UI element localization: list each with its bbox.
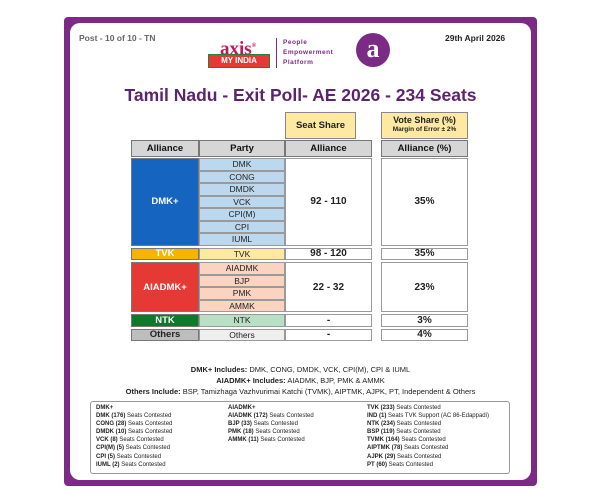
seats-col-others-list: TVK (233) Seats Contested IND (1) Seats T… <box>367 404 489 469</box>
seats-dmk-item: CONG (28) Seats Contested <box>96 421 173 428</box>
party-cell-tvk: TVK <box>199 247 285 260</box>
vote-share-title: Vote Share (%) <box>393 115 456 125</box>
party-cell-dmdk: DMDK <box>199 183 285 196</box>
others-includes: Others Include: BSP, Tamizhaga Vazhvurim… <box>70 387 531 396</box>
vote-share-others: 4% <box>381 328 468 341</box>
seats-dmk-item: DMDK (10) Seats Contested <box>96 429 173 436</box>
margin-of-error: Margin of Error ± 2% <box>392 126 457 133</box>
seats-aiadmk-item: AMMK (11) Seats Contested <box>228 437 305 444</box>
others-includes-label: Others Include: <box>125 387 181 396</box>
logo-brand-top: axis <box>220 38 252 60</box>
seats-other-item: TVMK (164) Seats Contested <box>367 437 446 444</box>
seats-aiadmk-item: AIADMK (172) Seats Contested <box>228 413 314 420</box>
seat-share-others: - <box>285 328 372 341</box>
alliance-ntk: NTK <box>131 314 199 327</box>
vote-share-dmk: 35% <box>381 158 468 246</box>
aiadmk-includes-label: AIADMK+ Includes: <box>216 376 286 385</box>
seats-contested-box <box>90 401 510 474</box>
vote-share-header: Vote Share (%) Margin of Error ± 2% <box>381 112 468 139</box>
logo-divider <box>276 38 277 68</box>
seat-share-dmk: 92 - 110 <box>285 158 372 246</box>
others-includes-text: BSP, Tamizhaga Vazhvurimai Katchi (TVMK)… <box>182 387 476 396</box>
vote-share-tvk: 35% <box>381 247 468 260</box>
alliance-aiadmk: AIADMK+ <box>131 262 199 312</box>
vote-share-aiadmk: 23% <box>381 262 468 312</box>
seats-col-aiadmk-list: AIADMK (172) Seats Contested BJP (33) Sea… <box>228 412 314 444</box>
seat-share-header: Seat Share <box>285 112 356 139</box>
seats-col-dmk-title: DMK+ <box>96 405 114 411</box>
seat-share-ntk: - <box>285 314 372 327</box>
seats-other-item: TVK (233) Seats Contested <box>367 405 441 411</box>
seat-share-tvk: 98 - 120 <box>285 247 372 260</box>
dmk-includes-label: DMK+ Includes: <box>190 365 248 374</box>
seats-col-aiadmk: AIADMK+ AIADMK (172) Seats Contested BJP … <box>228 404 314 444</box>
alliance-dmk: DMK+ <box>131 158 199 246</box>
party-cell-bjp: BJP <box>199 274 285 287</box>
alliance-others: Others <box>131 328 199 341</box>
logo-registered-mark: ® <box>251 43 257 49</box>
seats-col-dmk-list: DMK (176) Seats Contested CONG (28) Seats… <box>96 412 172 469</box>
tagline-line-2: Empowerment <box>283 49 334 56</box>
col-header-party: Party <box>199 140 285 157</box>
party-cell-dmk: DMK <box>199 158 285 171</box>
alliance-tvk: TVK <box>131 247 199 260</box>
party-cell-ntk: NTK <box>199 314 285 327</box>
party-cell-ammk: AMMK <box>199 299 285 312</box>
seat-share-aiadmk: 22 - 32 <box>285 262 372 312</box>
seats-other-item: NTK (234) Seats Contested <box>367 421 442 428</box>
party-cell-pmk: PMK <box>199 287 285 300</box>
logo-my-india: MY INDIA <box>208 54 270 68</box>
seats-dmk-item: CPI (5) Seats Contested <box>96 453 162 460</box>
seats-col-others: TVK (233) Seats Contested IND (1) Seats T… <box>367 404 489 469</box>
seats-col-dmk: DMK+ DMK (176) Seats Contested CONG (28) … <box>96 404 172 469</box>
seats-aiadmk-item: PMK (18) Seats Contested <box>228 429 300 436</box>
aiadmk-includes: AIADMK+ Includes: AIADMK, BJP, PMK & AMM… <box>70 376 531 385</box>
seats-other-item: PT (60) Seats Contested <box>367 461 434 468</box>
date-label: 29th April 2026 <box>445 33 506 43</box>
party-cell-vck: VCK <box>199 195 285 208</box>
seats-other-item: AIPTMK (78) Seats Contested <box>367 445 449 452</box>
dmk-includes: DMK+ Includes: DMK, CONG, DMDK, VCK, CPI… <box>70 365 531 374</box>
col-header-vote-alliance: Alliance (%) <box>381 140 468 157</box>
logo-a-circle-icon: a <box>356 33 390 67</box>
tagline-line-1: People <box>283 39 308 46</box>
seats-dmk-item: DMK (176) Seats Contested <box>96 413 172 420</box>
party-cell-iuml: IUML <box>199 233 285 246</box>
seats-dmk-item: VCK (8) Seats Contested <box>96 437 164 444</box>
post-label: Post - 10 of 10 - TN <box>79 33 156 43</box>
logo-tagline: People Empowerment Platform <box>283 38 333 68</box>
party-cell-cpi: CPI <box>199 220 285 233</box>
seats-other-item: AJPK (29) Seats Contested <box>367 453 442 460</box>
seats-other-item: IND (1) Seats TVK Support (AC 86-Edappad… <box>367 413 489 420</box>
vote-share-ntk: 3% <box>381 314 468 327</box>
party-cell-others: Others <box>199 328 285 341</box>
page-title: Tamil Nadu - Exit Poll- AE 2026 - 234 Se… <box>124 85 477 105</box>
party-cell-cong: CONG <box>199 170 285 183</box>
party-cell-cpi-m: CPI(M) <box>199 208 285 221</box>
seats-other-item: BSP (119) Seats Contested <box>367 429 441 436</box>
aiadmk-includes-text: AIADMK, BJP, PMK & AMMK <box>287 376 385 385</box>
party-cell-aiadmk: AIADMK <box>199 262 285 275</box>
seats-dmk-item: CPI(M) (5) Seats Contested <box>96 445 171 452</box>
seats-col-aiadmk-title: AIADMK+ <box>228 405 256 411</box>
tagline-line-3: Platform <box>283 59 314 66</box>
col-header-alliance: Alliance <box>131 140 199 157</box>
dmk-includes-text: DMK, CONG, DMDK, VCK, CPI(M), CPI & IUML <box>249 365 411 374</box>
col-header-seat-alliance: Alliance <box>285 140 372 157</box>
seats-dmk-item: IUML (2) Seats Contested <box>96 461 166 468</box>
axis-logo: axis® <box>220 38 257 60</box>
seats-aiadmk-item: BJP (33) Seats Contested <box>228 421 298 428</box>
